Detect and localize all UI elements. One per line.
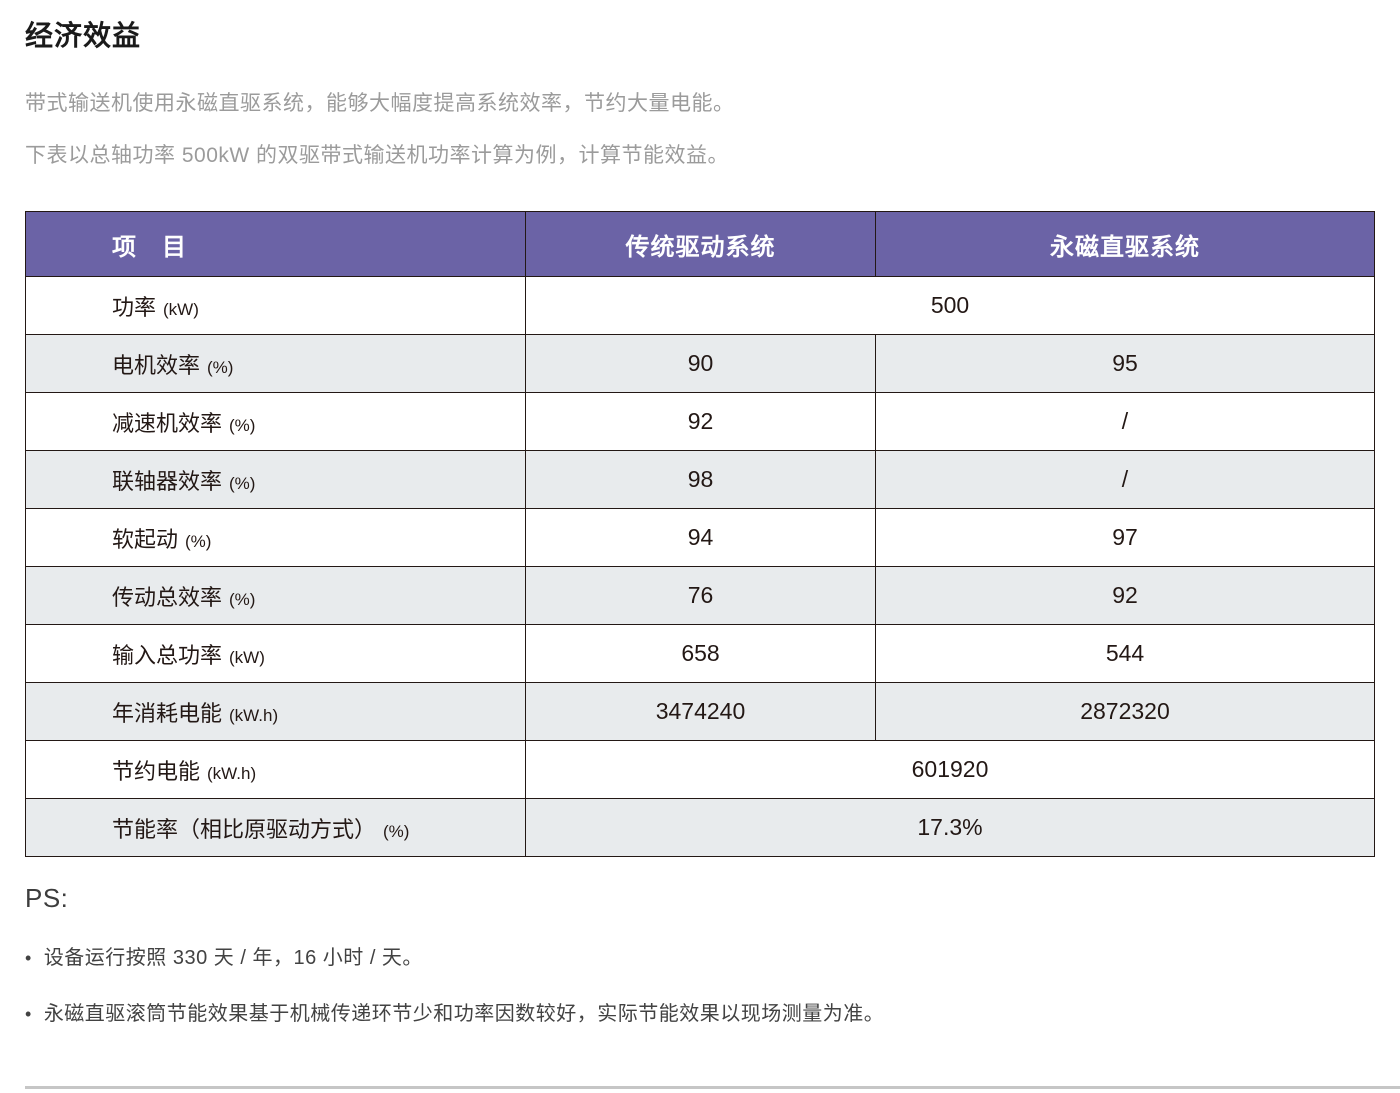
row-value-pm: 97 <box>875 508 1375 567</box>
row-unit: (%) <box>207 357 234 377</box>
table-row-total-input-power: 输入总功率 (kW) 658 544 <box>25 624 1375 683</box>
row-label: 年消耗电能 <box>112 700 223 726</box>
bottom-divider <box>25 1086 1400 1089</box>
table-row-total-transmission-efficiency: 传动总效率 (%) 76 92 <box>25 566 1375 625</box>
bullet-icon: • <box>25 948 32 968</box>
page-title: 经济效益 <box>25 20 142 51</box>
row-value-pm: 2872320 <box>875 682 1375 741</box>
row-value-traditional: 92 <box>525 392 876 451</box>
row-unit: (kW.h) <box>229 705 279 725</box>
row-value-pm: / <box>875 450 1375 509</box>
row-unit: (%) <box>229 415 256 435</box>
note-text: 永磁直驱滚筒节能效果基于机械传递环节少和功率因数较好，实际节能效果以现场测量为准… <box>43 1003 885 1025</box>
row-value-pm: 92 <box>875 566 1375 625</box>
economic-benefit-page: 经济效益 带式输送机使用永磁直驱系统，能够大幅度提高系统效率，节约大量电能。 下… <box>25 20 1400 1089</box>
note-line-2: • 永磁直驱滚筒节能效果基于机械传递环节少和功率因数较好，实际节能效果以现场测量为… <box>25 997 1375 1026</box>
table-row-power: 功率 (kW) 500 <box>25 276 1375 335</box>
table-row-coupling-efficiency: 联轴器效率 (%) 98 / <box>25 450 1375 509</box>
row-label: 输入总功率 <box>112 642 223 668</box>
row-value-span: 601920 <box>525 740 1375 799</box>
row-value-traditional: 76 <box>525 566 876 625</box>
row-unit: (kW) <box>229 647 265 667</box>
row-unit: (kW) <box>163 299 199 319</box>
intro-line-1: 带式输送机使用永磁直驱系统，能够大幅度提高系统效率，节约大量电能。 <box>25 92 735 115</box>
row-value-traditional: 3474240 <box>525 682 876 741</box>
row-label: 节能率（相比原驱动方式） <box>112 816 377 842</box>
row-label: 节约电能 <box>112 758 201 784</box>
row-label: 减速机效率 <box>112 410 223 436</box>
row-unit: (%) <box>229 473 256 493</box>
ps-label: PS: <box>25 883 69 913</box>
col-header-pm-direct: 永磁直驱系统 <box>875 211 1375 277</box>
row-label: 电机效率 <box>112 352 201 378</box>
table-row-annual-energy-consumption: 年消耗电能 (kW.h) 3474240 2872320 <box>25 682 1375 741</box>
row-unit: (%) <box>185 531 212 551</box>
row-value-pm: 544 <box>875 624 1375 683</box>
col-header-traditional: 传统驱动系统 <box>525 211 876 277</box>
row-value-span: 17.3% <box>525 798 1375 857</box>
col-header-item: 项 目 <box>25 211 526 277</box>
table-row-energy-saving-rate: 节能率（相比原驱动方式） (%) 17.3% <box>25 798 1375 857</box>
row-value-pm: / <box>875 392 1375 451</box>
intro-line-2: 下表以总轴功率 500kW 的双驱带式输送机功率计算为例，计算节能效益。 <box>25 144 730 167</box>
row-label: 软起动 <box>112 526 179 552</box>
table-row-motor-efficiency: 电机效率 (%) 90 95 <box>25 334 1375 393</box>
row-value-span: 500 <box>525 276 1375 335</box>
table-row-soft-start: 软起动 (%) 94 97 <box>25 508 1375 567</box>
row-value-traditional: 90 <box>525 334 876 393</box>
benefit-comparison-table: 项 目 传统驱动系统 永磁直驱系统 功率 (kW) 500 电机效率 (%) 90 … <box>25 211 1375 857</box>
row-value-traditional: 658 <box>525 624 876 683</box>
table-row-energy-saved: 节约电能 (kW.h) 601920 <box>25 740 1375 799</box>
row-value-pm: 95 <box>875 334 1375 393</box>
row-unit: (kW.h) <box>207 763 257 783</box>
row-value-traditional: 98 <box>525 450 876 509</box>
table-header-row: 项 目 传统驱动系统 永磁直驱系统 <box>25 211 1375 277</box>
row-label: 传动总效率 <box>112 584 223 610</box>
row-label: 功率 <box>112 294 157 320</box>
row-unit: (%) <box>229 589 256 609</box>
row-value-traditional: 94 <box>525 508 876 567</box>
note-line-1: • 设备运行按照 330 天 / 年，16 小时 / 天。 <box>25 941 1375 970</box>
bullet-icon: • <box>25 1004 32 1024</box>
row-unit: (%) <box>383 821 410 841</box>
note-text: 设备运行按照 330 天 / 年，16 小时 / 天。 <box>43 947 423 969</box>
row-label: 联轴器效率 <box>112 468 223 494</box>
table-row-reducer-efficiency: 减速机效率 (%) 92 / <box>25 392 1375 451</box>
